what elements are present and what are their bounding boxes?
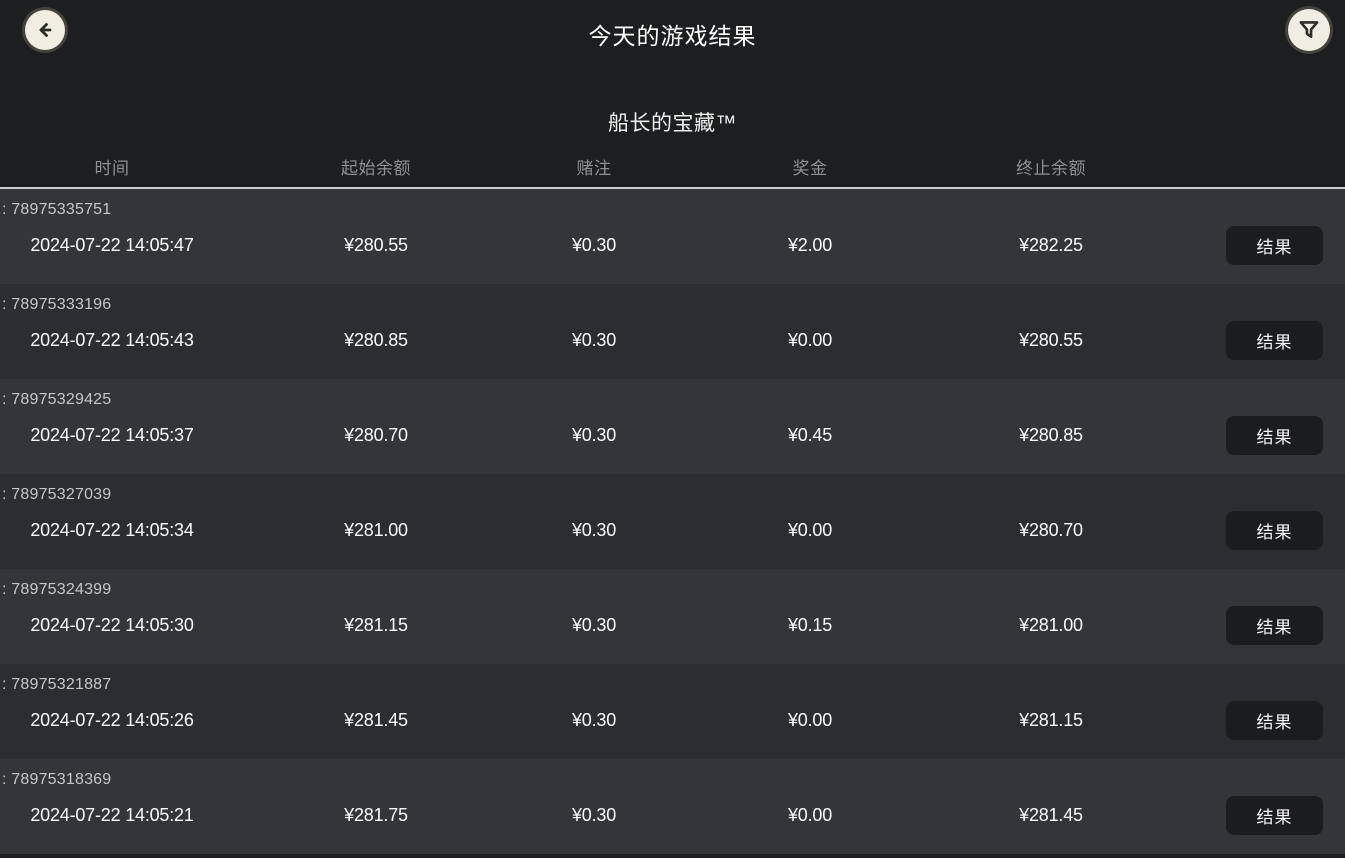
end-balance-cell: ¥281.45 [1019, 804, 1083, 825]
table-row: : 78975333196 2024-07-22 14:05:43 ¥280.8… [0, 284, 1345, 379]
arrow-left-icon [33, 18, 57, 42]
win-cell: ¥0.45 [787, 424, 833, 445]
column-header-time: 时间 [94, 158, 130, 178]
win-cell: ¥2.00 [787, 234, 833, 255]
column-header-win: 奖金 [792, 158, 828, 178]
win-cell: ¥0.00 [787, 519, 833, 540]
round-id: : 78975318369 [2, 771, 112, 788]
bet-cell: ¥0.30 [571, 709, 617, 730]
table-row: : 78975318369 2024-07-22 14:05:21 ¥281.7… [0, 759, 1345, 854]
start-balance-cell: ¥281.45 [344, 709, 408, 730]
win-cell: ¥0.00 [787, 329, 833, 350]
end-balance-cell: ¥280.70 [1019, 519, 1083, 540]
round-id: : 78975335751 [2, 201, 112, 218]
time-cell: 2024-07-22 14:05:26 [30, 709, 194, 730]
table-row: : 78975324399 2024-07-22 14:05:30 ¥281.1… [0, 569, 1345, 664]
end-balance-cell: ¥280.55 [1019, 329, 1083, 350]
start-balance-cell: ¥281.75 [344, 804, 408, 825]
game-title: 船长的宝藏™ [608, 112, 737, 135]
end-balance-cell: ¥282.25 [1019, 234, 1083, 255]
result-button[interactable]: 结果 [1226, 605, 1323, 645]
table-row: : 78975327039 2024-07-22 14:05:34 ¥281.0… [0, 474, 1345, 569]
column-header-bet: 赌注 [576, 158, 612, 178]
page-title: 今天的游戏结果 [588, 23, 757, 49]
column-header-start-balance: 起始余额 [341, 158, 411, 178]
back-button[interactable] [25, 10, 65, 50]
round-id: : 78975324399 [2, 581, 112, 598]
table-row: : 78975321887 2024-07-22 14:05:26 ¥281.4… [0, 664, 1345, 759]
top-bar: 今天的游戏结果 [0, 0, 1345, 60]
bet-cell: ¥0.30 [571, 519, 617, 540]
filter-button[interactable] [1288, 9, 1330, 51]
table-header: 时间 起始余额 赌注 奖金 终止余额 [0, 145, 1345, 189]
result-button[interactable]: 结果 [1226, 510, 1323, 550]
result-button[interactable]: 结果 [1226, 320, 1323, 360]
end-balance-cell: ¥281.00 [1019, 614, 1083, 635]
bet-cell: ¥0.30 [571, 424, 617, 445]
bet-cell: ¥0.30 [571, 804, 617, 825]
end-balance-cell: ¥280.85 [1019, 424, 1083, 445]
table-row: : 78975329425 2024-07-22 14:05:37 ¥280.7… [0, 379, 1345, 474]
result-button[interactable]: 结果 [1226, 795, 1323, 835]
time-cell: 2024-07-22 14:05:43 [30, 329, 194, 350]
result-button[interactable]: 结果 [1226, 700, 1323, 740]
win-cell: ¥0.15 [787, 614, 833, 635]
start-balance-cell: ¥280.55 [344, 234, 408, 255]
bet-cell: ¥0.30 [571, 234, 617, 255]
result-button[interactable]: 结果 [1226, 225, 1323, 265]
round-id: : 78975327039 [2, 486, 112, 503]
round-id: : 78975333196 [2, 296, 112, 313]
bet-cell: ¥0.30 [571, 614, 617, 635]
time-cell: 2024-07-22 14:05:34 [30, 519, 194, 540]
time-cell: 2024-07-22 14:05:47 [30, 234, 194, 255]
funnel-icon [1296, 17, 1322, 43]
time-cell: 2024-07-22 14:05:37 [30, 424, 194, 445]
time-cell: 2024-07-22 14:05:30 [30, 614, 194, 635]
start-balance-cell: ¥280.70 [344, 424, 408, 445]
end-balance-cell: ¥281.15 [1019, 709, 1083, 730]
column-header-end-balance: 终止余额 [1016, 158, 1086, 178]
win-cell: ¥0.00 [787, 804, 833, 825]
results-table: : 78975335751 2024-07-22 14:05:47 ¥280.5… [0, 189, 1345, 854]
round-id: : 78975329425 [2, 391, 112, 408]
start-balance-cell: ¥281.15 [344, 614, 408, 635]
bet-cell: ¥0.30 [571, 329, 617, 350]
time-cell: 2024-07-22 14:05:21 [30, 804, 194, 825]
result-button[interactable]: 结果 [1226, 415, 1323, 455]
table-row: : 78975335751 2024-07-22 14:05:47 ¥280.5… [0, 189, 1345, 284]
round-id: : 78975321887 [2, 676, 112, 693]
win-cell: ¥0.00 [787, 709, 833, 730]
start-balance-cell: ¥280.85 [344, 329, 408, 350]
start-balance-cell: ¥281.00 [344, 519, 408, 540]
